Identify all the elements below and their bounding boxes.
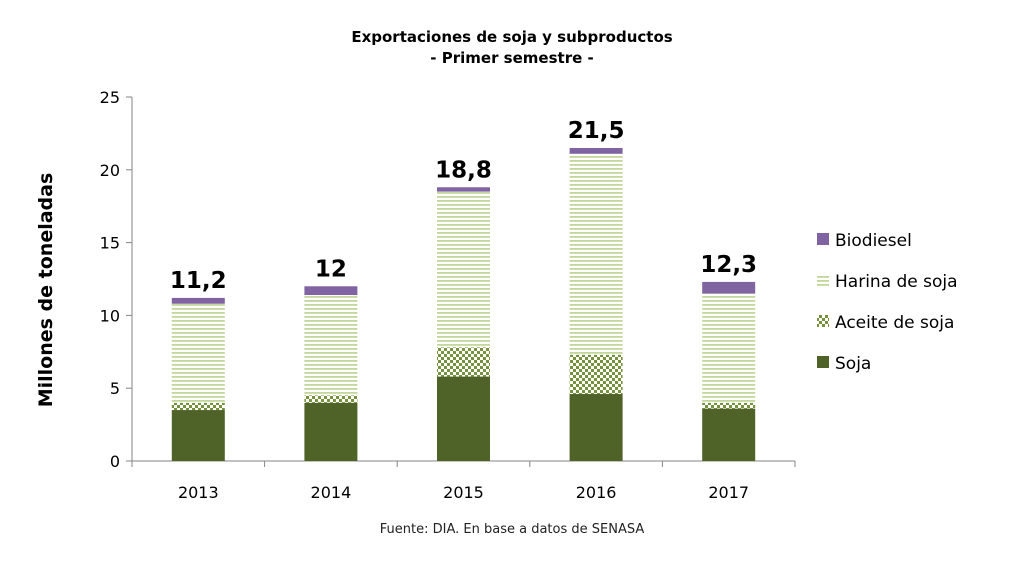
bar-segment-soja bbox=[702, 408, 756, 461]
x-tick-label: 2015 bbox=[443, 483, 484, 502]
chart-subtitle: - Primer semestre - bbox=[430, 49, 594, 67]
bar-total-label: 18,8 bbox=[435, 157, 492, 183]
bar-segment-biodiesel bbox=[437, 187, 490, 192]
legend-swatch-biodiesel bbox=[817, 233, 829, 245]
bar-segment-aceite-de-soja bbox=[304, 395, 358, 403]
bar-segment-harina-de-soja bbox=[437, 191, 490, 348]
bar-total-label: 11,2 bbox=[170, 268, 227, 294]
bar-segment-aceite-de-soja bbox=[171, 402, 225, 411]
x-tick-label: 2013 bbox=[178, 483, 219, 502]
bar-segment-biodiesel bbox=[171, 297, 225, 304]
y-tick-label: 25 bbox=[100, 88, 120, 107]
bar-total-label: 12,3 bbox=[700, 252, 757, 278]
y-tick-label: 5 bbox=[110, 379, 120, 398]
y-axis-label: Millones de toneladas bbox=[35, 173, 57, 408]
legend-swatch-aceite-de-soja bbox=[817, 315, 829, 327]
y-tick-label: 20 bbox=[100, 161, 120, 180]
bar-segment-aceite-de-soja bbox=[702, 402, 756, 409]
legend-swatch-soja bbox=[817, 356, 829, 368]
legend-label-aceite-de-soja: Aceite de soja bbox=[835, 313, 954, 333]
bar-segment-soja bbox=[171, 410, 225, 461]
legend-label-soja: Soja bbox=[835, 354, 871, 374]
bar-segment-harina-de-soja bbox=[569, 153, 623, 355]
chart-title: Exportaciones de soja y subproductos bbox=[351, 28, 673, 46]
bar-segment-biodiesel bbox=[702, 281, 756, 294]
x-tick-label: 2017 bbox=[708, 483, 749, 502]
legend-label-biodiesel: Biodiesel bbox=[835, 231, 912, 251]
bar-segment-soja bbox=[437, 376, 490, 461]
legend-swatch-harina-de-soja bbox=[817, 274, 829, 286]
bar-segment-harina-de-soja bbox=[304, 295, 358, 396]
bar-segment-aceite-de-soja bbox=[437, 347, 490, 377]
bar-total-label: 21,5 bbox=[568, 118, 625, 144]
bar-segment-biodiesel bbox=[569, 147, 623, 154]
y-tick-label: 0 bbox=[110, 452, 120, 471]
bar-total-label: 12 bbox=[315, 256, 347, 282]
bar-segment-harina-de-soja bbox=[702, 293, 756, 403]
bar-segment-biodiesel bbox=[304, 286, 358, 296]
bar-segment-soja bbox=[569, 394, 623, 461]
x-tick-label: 2016 bbox=[576, 483, 617, 502]
legend-label-harina-de-soja: Harina de soja bbox=[835, 272, 958, 292]
bar-segment-harina-de-soja bbox=[171, 303, 225, 403]
y-tick-label: 10 bbox=[100, 306, 120, 325]
y-tick-label: 15 bbox=[100, 234, 120, 253]
source-note: Fuente: DIA. En base a datos de SENASA bbox=[379, 522, 645, 537]
bar-segment-soja bbox=[304, 402, 358, 461]
x-tick-label: 2014 bbox=[311, 483, 352, 502]
bar-segment-aceite-de-soja bbox=[569, 354, 623, 395]
